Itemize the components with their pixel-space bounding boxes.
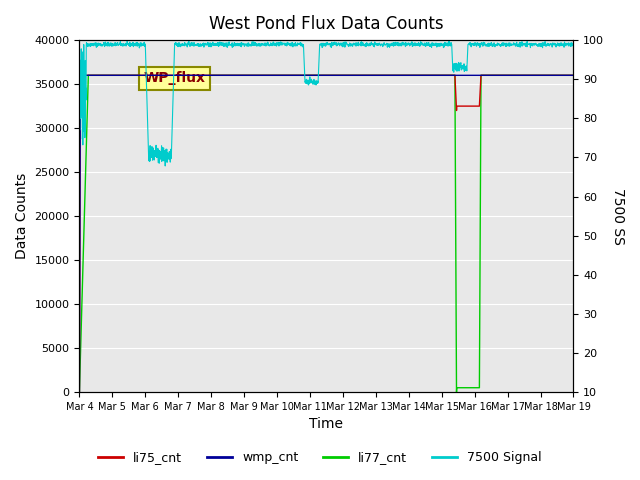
Title: West Pond Flux Data Counts: West Pond Flux Data Counts [209, 15, 444, 33]
Text: WP_flux: WP_flux [143, 72, 205, 85]
Y-axis label: 7500 SS: 7500 SS [611, 188, 625, 244]
X-axis label: Time: Time [309, 418, 344, 432]
Y-axis label: Data Counts: Data Counts [15, 173, 29, 259]
Legend: li75_cnt, wmp_cnt, li77_cnt, 7500 Signal: li75_cnt, wmp_cnt, li77_cnt, 7500 Signal [93, 446, 547, 469]
